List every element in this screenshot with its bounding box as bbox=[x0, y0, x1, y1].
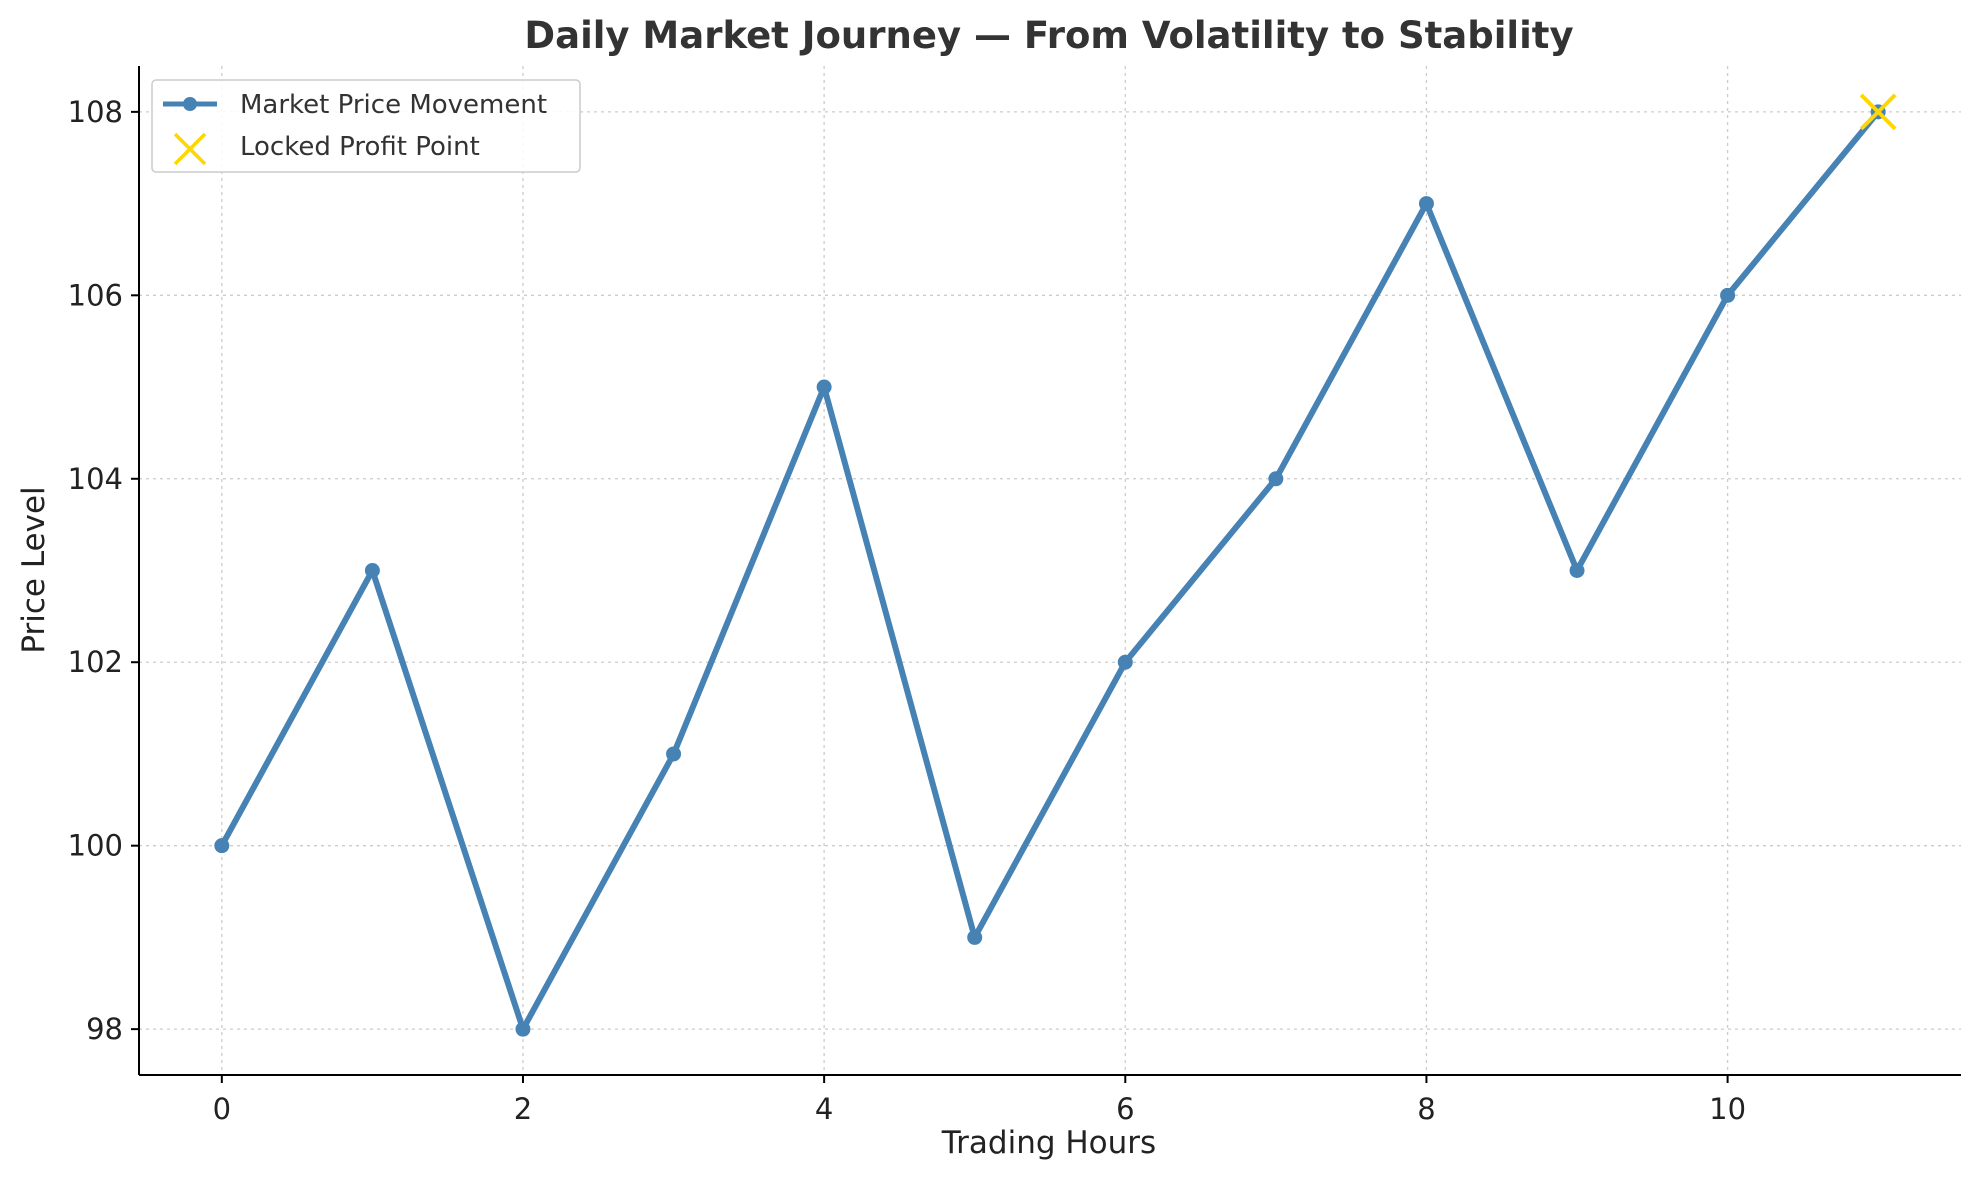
market-price-point bbox=[816, 379, 832, 395]
market-price-point bbox=[666, 746, 682, 762]
market-price-point bbox=[364, 563, 380, 578]
x-tick-label: 4 bbox=[815, 1092, 833, 1126]
x-axis-label: Trading Hours bbox=[941, 1125, 1156, 1161]
legend-x-swatch bbox=[173, 132, 207, 166]
y-tick-label: 104 bbox=[68, 462, 123, 496]
x-tick-label: 10 bbox=[1709, 1092, 1746, 1126]
chart-title: Daily Market Journey — From Volatility t… bbox=[524, 14, 1573, 57]
locked-profit-point bbox=[1859, 93, 1897, 131]
x-tick-label: 6 bbox=[1116, 1092, 1134, 1126]
legend-marker-swatch bbox=[183, 97, 197, 111]
market-price-point bbox=[214, 838, 230, 854]
legend-frame bbox=[151, 79, 581, 173]
y-ticks: 98 100 102 104 106 108 bbox=[68, 95, 139, 1046]
y-axis-label: Price Level bbox=[16, 486, 52, 653]
market-price-point bbox=[1117, 654, 1133, 670]
legend-label-locked-profit: Locked Profit Point bbox=[240, 132, 480, 162]
market-price-point bbox=[1720, 287, 1736, 303]
market-price-point bbox=[967, 929, 983, 945]
y-tick-label: 108 bbox=[68, 95, 123, 129]
market-price-point bbox=[515, 1021, 531, 1037]
x-ticks: 0 2 4 6 8 10 bbox=[213, 1075, 1746, 1126]
legend-label-market-price: Market Price Movement bbox=[240, 90, 547, 120]
plot-series bbox=[214, 93, 1897, 1037]
y-tick-label: 106 bbox=[68, 278, 123, 312]
x-tick-label: 0 bbox=[213, 1092, 231, 1126]
y-tick-label: 102 bbox=[68, 645, 123, 679]
market-price-point bbox=[1569, 563, 1585, 578]
market-price-point bbox=[1418, 196, 1434, 212]
y-tick-label: 98 bbox=[86, 1012, 123, 1046]
market-price-line bbox=[218, 108, 1882, 1033]
x-tick-label: 2 bbox=[514, 1092, 532, 1126]
gridlines bbox=[139, 66, 1961, 1075]
market-price-point bbox=[1268, 471, 1284, 487]
x-tick-label: 8 bbox=[1417, 1092, 1435, 1126]
legend: Market Price Movement Locked Profit Poin… bbox=[151, 79, 581, 173]
y-tick-label: 100 bbox=[68, 829, 123, 863]
